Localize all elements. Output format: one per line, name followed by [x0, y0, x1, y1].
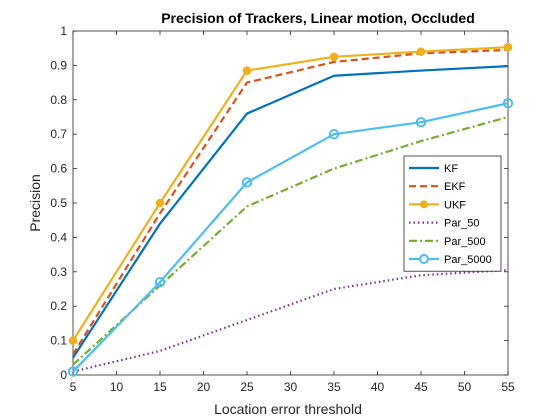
- y-tick-label: 0.1: [50, 334, 67, 348]
- y-tick-label: 0.4: [50, 230, 67, 244]
- x-tick-label: 25: [240, 380, 254, 394]
- x-tick-label: 40: [371, 380, 385, 394]
- data-point-ukf: [329, 52, 339, 62]
- data-point-par-5000: [154, 276, 166, 288]
- y-tick-label: 0.6: [50, 162, 67, 176]
- chart-title: Precision of Trackers, Linear motion, Oc…: [161, 10, 475, 26]
- x-tick-label: 45: [414, 380, 428, 394]
- data-point-par-5000: [328, 129, 340, 140]
- data-point-par-5000: [415, 116, 427, 128]
- x-tick-label: 55: [501, 380, 515, 394]
- y-axis-label: Precision: [27, 174, 43, 232]
- data-point-ukf: [68, 336, 78, 345]
- y-tick-label: 0.3: [50, 265, 67, 279]
- data-point-ukf: [155, 198, 165, 208]
- legend-marker: [419, 254, 429, 264]
- x-tick-label: 15: [153, 380, 167, 394]
- series-line-kf: [72, 64, 509, 359]
- x-tick-label: 50: [458, 380, 472, 394]
- legend-box: [403, 155, 502, 272]
- legend-label: Par_500: [444, 236, 486, 248]
- series-line-ukf: [72, 46, 509, 342]
- legend: KF EKF UKF Par_50 Par_500 Par_5000: [403, 155, 502, 272]
- x-tick-label: 30: [284, 380, 298, 394]
- y-tick-label: 0: [60, 368, 67, 382]
- y-tick-label: 0.9: [50, 58, 67, 72]
- x-tick-label: 10: [110, 380, 124, 394]
- legend-label: EKF: [444, 181, 466, 193]
- x-tick-label: 5: [70, 380, 77, 394]
- x-tick-label: 35: [327, 380, 341, 394]
- legend-label: UKF: [444, 199, 466, 211]
- y-tick-label: 0.5: [50, 196, 67, 210]
- data-point-ukf: [242, 66, 252, 75]
- y-tick-label: 1: [60, 24, 67, 38]
- data-point-par-5000: [241, 177, 253, 188]
- series-line-par-50: [72, 268, 509, 373]
- series-line-par-500: [72, 115, 509, 366]
- data-point-ukf: [503, 42, 513, 52]
- legend-marker: [420, 200, 428, 209]
- data-point-ukf: [416, 47, 426, 56]
- legend-label: Par_50: [444, 218, 479, 230]
- x-tick-label: 20: [197, 380, 211, 394]
- legend-label: Par_5000: [444, 254, 492, 266]
- x-axis-label: Location error threshold: [214, 401, 362, 417]
- data-point-par-5000: [67, 366, 79, 377]
- y-tick-label: 0.7: [50, 127, 67, 141]
- data-point-par-5000: [502, 98, 514, 109]
- series-line-ekf: [72, 48, 509, 355]
- y-tick-label: 0.2: [50, 299, 67, 313]
- series-line-par-5000: [72, 102, 509, 373]
- legend-label: KF: [444, 163, 458, 175]
- y-tick-label: 0.8: [50, 93, 67, 107]
- plot-area: 5 10 15 20 25 30 35 40 45 50 55 0 0.1 0.2 0.3 0.4 0.5 0.6…: [50, 24, 515, 394]
